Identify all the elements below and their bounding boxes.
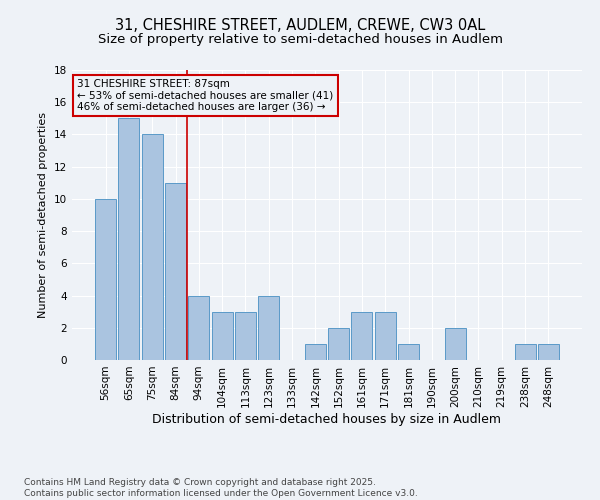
Bar <box>352 312 373 360</box>
Bar <box>95 199 116 360</box>
Bar <box>212 312 233 360</box>
Bar <box>258 296 279 360</box>
Bar <box>328 328 349 360</box>
X-axis label: Distribution of semi-detached houses by size in Audlem: Distribution of semi-detached houses by … <box>152 412 502 426</box>
Text: Contains HM Land Registry data © Crown copyright and database right 2025.
Contai: Contains HM Land Registry data © Crown c… <box>24 478 418 498</box>
Bar <box>398 344 419 360</box>
Bar <box>188 296 209 360</box>
Bar <box>538 344 559 360</box>
Text: 31 CHESHIRE STREET: 87sqm
← 53% of semi-detached houses are smaller (41)
46% of : 31 CHESHIRE STREET: 87sqm ← 53% of semi-… <box>77 78 334 112</box>
Text: 31, CHESHIRE STREET, AUDLEM, CREWE, CW3 0AL: 31, CHESHIRE STREET, AUDLEM, CREWE, CW3 … <box>115 18 485 32</box>
Bar <box>142 134 163 360</box>
Bar <box>165 183 186 360</box>
Text: Size of property relative to semi-detached houses in Audlem: Size of property relative to semi-detach… <box>97 32 503 46</box>
Bar <box>375 312 396 360</box>
Bar <box>118 118 139 360</box>
Y-axis label: Number of semi-detached properties: Number of semi-detached properties <box>38 112 49 318</box>
Bar <box>515 344 536 360</box>
Bar <box>305 344 326 360</box>
Bar <box>235 312 256 360</box>
Bar <box>445 328 466 360</box>
